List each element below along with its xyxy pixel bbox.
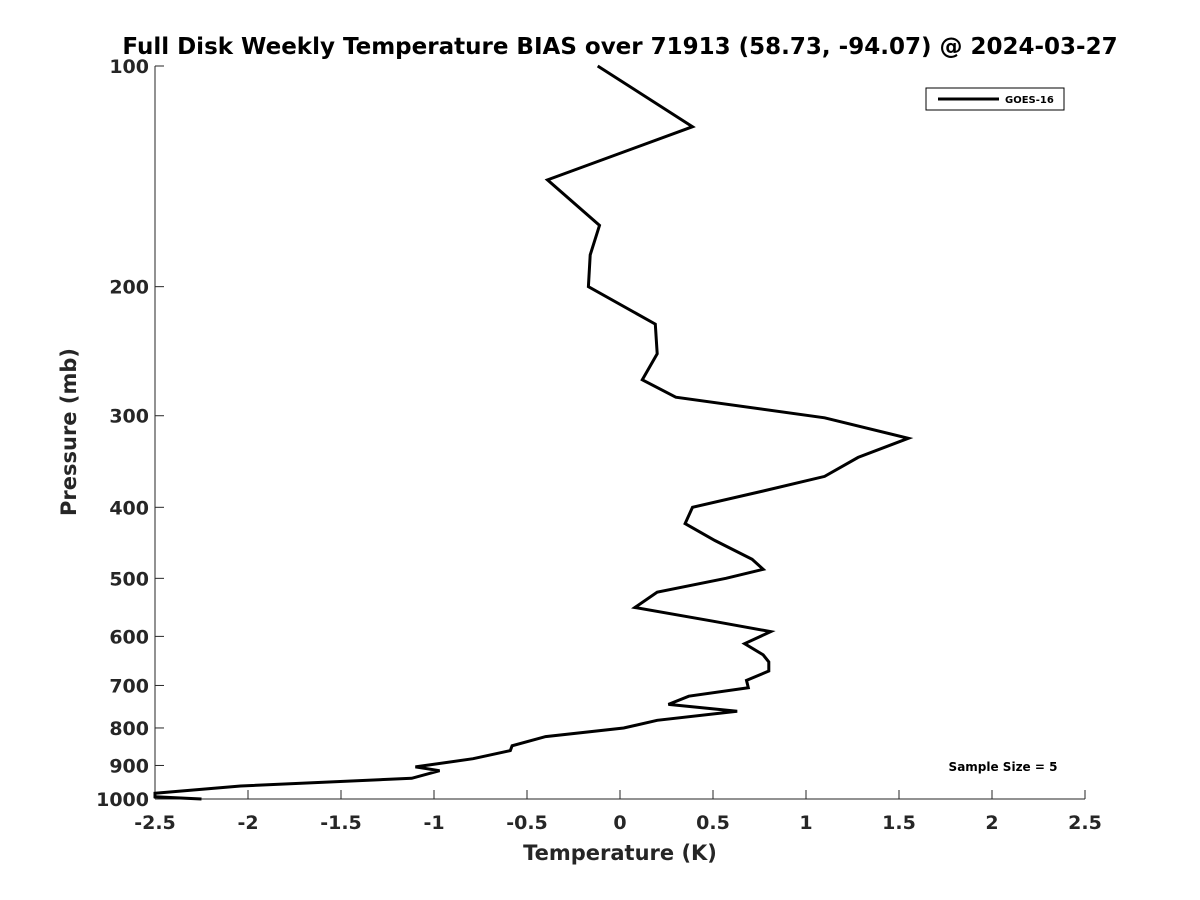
- y-tick-label: 900: [109, 755, 149, 777]
- y-tick-label: 700: [109, 675, 149, 697]
- chart-title: Full Disk Weekly Temperature BIAS over 7…: [122, 34, 1117, 60]
- y-tick-label: 1000: [96, 789, 149, 811]
- x-tick-label: 0: [613, 812, 626, 834]
- legend-label-goes-16: GOES-16: [1005, 95, 1054, 106]
- x-tick-label: -2: [237, 812, 258, 834]
- x-tick-label: 1: [799, 812, 812, 834]
- x-tick-label: 0.5: [696, 812, 730, 834]
- x-tick-label: -2.5: [134, 812, 176, 834]
- x-tick-label: -1.5: [320, 812, 362, 834]
- y-tick-label: 500: [109, 568, 149, 590]
- axes: [154, 66, 1085, 800]
- x-tick-label: 1.5: [882, 812, 916, 834]
- x-tick-label: -0.5: [506, 812, 548, 834]
- x-tick-label: 2: [985, 812, 998, 834]
- y-tick-label: 300: [109, 406, 149, 428]
- legend: GOES-16: [925, 87, 1065, 111]
- axis-ticks: -2.5 -2 -1.5 -1 -0.5 0 0.5 1 1.5 2 2.5 100 200 300 400…: [96, 56, 1102, 834]
- y-tick-label: 800: [109, 718, 149, 740]
- y-tick-label: 200: [109, 277, 149, 299]
- series-line-goes-16: [153, 64, 914, 801]
- x-axis-label: Temperature (K): [523, 841, 717, 865]
- x-tick-label: -1: [423, 812, 444, 834]
- y-tick-label: 600: [109, 626, 149, 648]
- x-tick-label: 2.5: [1068, 812, 1102, 834]
- series-lines: [153, 64, 914, 801]
- y-tick-label: 400: [109, 497, 149, 519]
- sample-size-annotation: Sample Size = 5: [949, 760, 1058, 774]
- y-axis-label: Pressure (mb): [57, 348, 81, 516]
- y-tick-label: 100: [109, 56, 149, 78]
